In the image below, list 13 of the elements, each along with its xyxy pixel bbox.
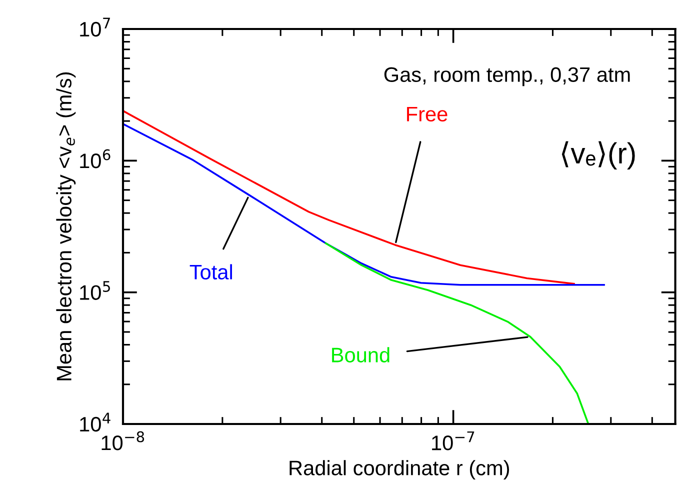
- text: Bound: [332, 347, 390, 362]
- text: Free: [407, 106, 448, 122]
- annotation: Gas, room temp., 0,37 atm: [384, 67, 630, 86]
- x-tick-label: 10$^{−7}$: [432, 431, 474, 450]
- x-axis-title: Radial coordinate r (cm): [290, 460, 510, 480]
- y-tick-label: 10$^{4}$: [80, 412, 110, 432]
- y-tick-label: 10$^{5}$: [80, 281, 110, 300]
- text: Total: [190, 264, 232, 280]
- annotation: ⟨vₑ⟩(r): [562, 141, 635, 170]
- x-tick-label: 10$^{−8}$: [102, 431, 144, 450]
- y-tick-label: 10$^{7}$: [80, 18, 110, 37]
- y-axis-title: Mean electron velocity <v$_{e}$> (m/s): [56, 72, 76, 380]
- y-tick-label: 10$^{6}$: [80, 149, 110, 168]
